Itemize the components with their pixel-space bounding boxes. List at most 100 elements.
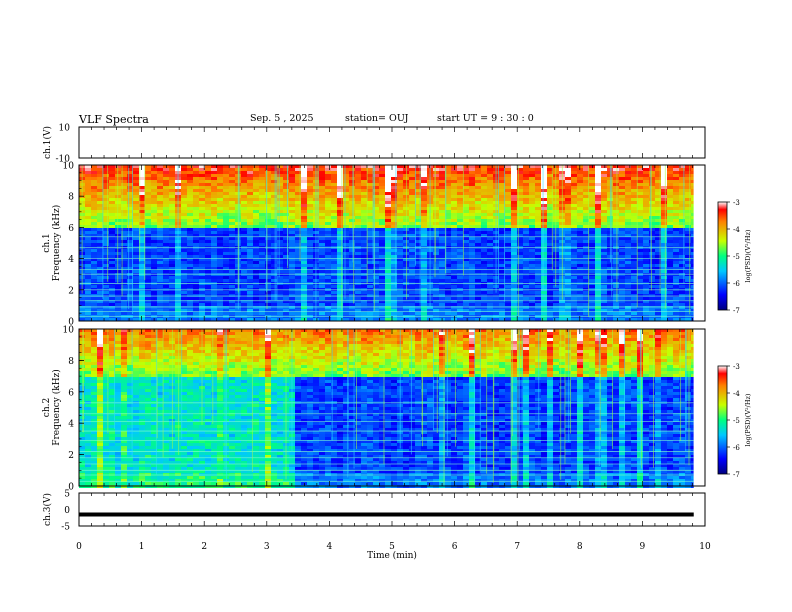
ch1-spectrogram-cell [373, 261, 379, 264]
ch1-spectrogram-cell [463, 258, 469, 261]
ch1-spectrogram-cell [643, 303, 649, 306]
ch1-spectrogram-cell [115, 303, 121, 306]
ch1-spectrogram-cell [517, 207, 523, 210]
ch1-spectrogram-cell [445, 294, 451, 297]
ch1-spectrogram-cell [121, 264, 127, 267]
ch1-spectrogram-cell [271, 258, 277, 261]
ch1-spectrogram-cell [301, 192, 307, 195]
ch1-spectrogram-cell [259, 303, 265, 306]
ch1-spectrogram-cell [103, 249, 109, 252]
ch1-spectrogram-cell [547, 312, 553, 315]
ch1-spectrogram-cell [409, 207, 415, 210]
ch1-spectrogram-cell [277, 297, 283, 300]
ch1-spectrogram-cell [271, 285, 277, 288]
ch1-spectrogram-cell [277, 228, 283, 231]
ch1-spectrogram-cell [583, 210, 589, 213]
ch1-spectrogram-cell [187, 237, 193, 240]
ch1-spectrogram-cell [235, 318, 241, 321]
ch1-spectrogram-cell [115, 294, 121, 297]
ch1-spectrogram-cell [385, 213, 391, 216]
ch1-spectrogram-cell [379, 201, 385, 204]
ch1-spectrogram-cell [145, 198, 151, 201]
ch1-spectrogram-cell [103, 252, 109, 255]
ch1-spectrogram-cell [433, 219, 439, 222]
ch1-spectrogram-cell [601, 297, 607, 300]
ch1-spectrogram-cell [433, 192, 439, 195]
ch1-spectrogram-cell [325, 213, 331, 216]
ch1-spectrogram-cell [541, 297, 547, 300]
ch1-spectrogram-cell [631, 258, 637, 261]
ch1-spectrogram-cell [193, 279, 199, 282]
ch1-spectrogram-cell [613, 252, 619, 255]
ch1-spectrogram-cell [409, 213, 415, 216]
ch1-spectrogram-cell [325, 225, 331, 228]
ch1-spectrogram-cell [337, 168, 343, 171]
ch1-spectrogram-cell [595, 276, 601, 279]
ch1-spectrogram-cell [601, 261, 607, 264]
ch1-spectrogram-cell [409, 318, 415, 321]
ch1-spectrogram-cell [127, 312, 133, 315]
ch1-spectrogram-cell [451, 177, 457, 180]
ch1-spectrogram-cell [121, 297, 127, 300]
ch1-spectrogram-cell [151, 252, 157, 255]
ch1-spectrogram-cell [355, 216, 361, 219]
ch1-spectrogram-cell [337, 189, 343, 192]
ch1-spectrogram-cell [337, 261, 343, 264]
ch1-spectrogram-cell [109, 255, 115, 258]
ch1-spectrogram-cell [583, 177, 589, 180]
ch1-spectrogram-cell [379, 279, 385, 282]
ch1-spectrogram-cell [445, 264, 451, 267]
ch1-spectrogram-cell [637, 303, 643, 306]
ch1-spectrogram-cell [367, 270, 373, 273]
ch1-spectrogram-cell [565, 165, 571, 168]
ch1-spectrogram-cell [217, 300, 223, 303]
ch1-spectrogram-cell [643, 192, 649, 195]
ch1-spectrogram-cell [283, 210, 289, 213]
ch1-spectrogram-cell [205, 243, 211, 246]
ch1-spectrogram-cell [565, 258, 571, 261]
ch1-spectrogram-cell [343, 174, 349, 177]
ch1-spectrogram-cell [85, 192, 91, 195]
ch1-spectrogram-cell [433, 231, 439, 234]
ch1-spectrogram-cell [367, 243, 373, 246]
ch1-spectrogram-cell [187, 303, 193, 306]
ch1-spectrogram-cell [487, 291, 493, 294]
ch1-spectrogram-cell [307, 177, 313, 180]
ch1-spectrogram-cell [97, 303, 103, 306]
ch1-spectrogram-cell [415, 201, 421, 204]
ch1-spectrogram-cell [463, 249, 469, 252]
ch1-spectrogram-cell [433, 252, 439, 255]
ch1-spectrogram-cell [319, 225, 325, 228]
ch1-spectrogram-cell [631, 267, 637, 270]
ch1-spectrogram-cell [373, 180, 379, 183]
ch1-spectrogram-cell [241, 258, 247, 261]
ch1-spectrogram-cell [223, 306, 229, 309]
ch1-spectrogram-cell [271, 216, 277, 219]
ch1-spectrogram-cell [343, 186, 349, 189]
ch1-spectrogram-cell [187, 300, 193, 303]
ch1-spectrogram-cell [91, 267, 97, 270]
ch1-spectrogram-cell [373, 168, 379, 171]
ch1-spectrogram-cell [541, 189, 547, 192]
ch1-spectrogram-cell [283, 195, 289, 198]
ch1-spectrogram-cell [487, 243, 493, 246]
ch1-spectrogram-cell [643, 243, 649, 246]
ch1-spectrogram-cell [355, 210, 361, 213]
ch1-spectrogram-cell [151, 243, 157, 246]
ch1-spectrogram-cell [511, 312, 517, 315]
ch1-spectrogram-cell [595, 306, 601, 309]
ch1-spectrogram-cell [541, 165, 547, 168]
ch1-spectrogram-cell [217, 216, 223, 219]
ch1-spectrogram-cell [517, 306, 523, 309]
ch1-spectrogram-cell [631, 312, 637, 315]
ch1-spectrogram-cell [385, 201, 391, 204]
ch1-spectrogram-cell [463, 228, 469, 231]
ch1-spectrogram-cell [319, 276, 325, 279]
ch1-spectrogram-cell [193, 285, 199, 288]
ch1-spectrogram-cell [151, 294, 157, 297]
ch1-spectrogram-cell [469, 168, 475, 171]
ch1-spectrogram-cell [91, 291, 97, 294]
ch1-spectrogram-cell [451, 198, 457, 201]
ch1-spectrogram-cell [121, 213, 127, 216]
ch1-spectrogram-cell [151, 237, 157, 240]
